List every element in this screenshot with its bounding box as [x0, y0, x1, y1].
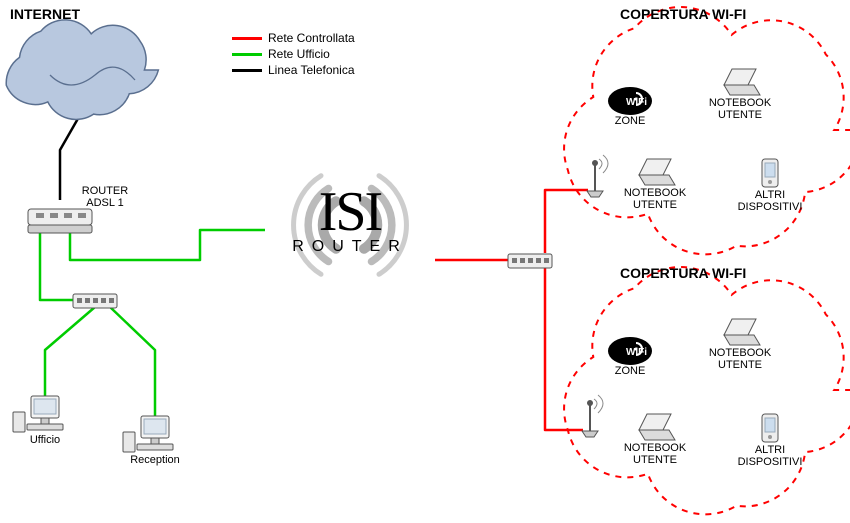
diagram-stage: WiFi WiFi INTERNET COPERTURA WI-FI COPERT… — [0, 0, 850, 523]
legend-label: Rete Controllata — [268, 31, 355, 45]
legend-label: Linea Telefonica — [268, 63, 355, 77]
label-wifi-zone: ZONE — [580, 115, 680, 127]
svg-text:WiFi: WiFi — [626, 97, 647, 108]
legend-swatch — [232, 69, 262, 72]
label-notebook: NOTEBOOK UTENTE — [690, 97, 790, 121]
label-router: ROUTER ADSL 1 — [55, 185, 155, 209]
title-wifi-bottom: COPERTURA WI-FI — [620, 265, 746, 281]
svg-text:WiFi: WiFi — [626, 347, 647, 358]
label-ufficio: Ufficio — [0, 434, 95, 446]
legend-swatch — [232, 37, 262, 40]
label-notebook: NOTEBOOK UTENTE — [690, 347, 790, 371]
legend-label: Rete Ufficio — [268, 47, 330, 61]
label-reception: Reception — [105, 454, 205, 466]
label-device: ALTRI DISPOSITIVI — [720, 444, 820, 468]
legend-row-ufficio: Rete Ufficio — [232, 46, 355, 62]
title-internet: INTERNET — [10, 6, 80, 22]
title-wifi-top: COPERTURA WI-FI — [620, 6, 746, 22]
isi-router-logo: ISI ROUTER — [260, 180, 440, 256]
legend: Rete Controllata Rete Ufficio Linea Tele… — [232, 30, 355, 78]
label-notebook: NOTEBOOK UTENTE — [605, 187, 705, 211]
legend-row-telefonica: Linea Telefonica — [232, 62, 355, 78]
label-notebook: NOTEBOOK UTENTE — [605, 442, 705, 466]
label-device: ALTRI DISPOSITIVI — [720, 189, 820, 213]
legend-row-controllata: Rete Controllata — [232, 30, 355, 46]
isi-logo-text: ISI — [260, 180, 440, 244]
label-wifi-zone: ZONE — [580, 365, 680, 377]
isi-logo-subtext: ROUTER — [260, 238, 440, 256]
legend-swatch — [232, 53, 262, 56]
